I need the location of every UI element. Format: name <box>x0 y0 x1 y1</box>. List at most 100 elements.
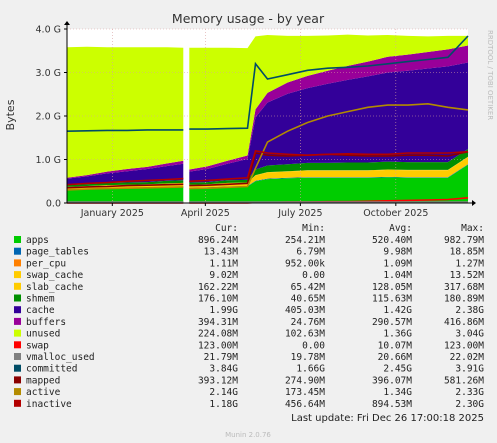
legend-min-slab_cache: 65.42M <box>291 282 326 293</box>
legend-min-unused: 102.63M <box>285 329 325 340</box>
legend-min-inactive: 456.64M <box>285 399 325 410</box>
legend-avg-active: 1.34G <box>383 387 412 398</box>
legend-max-mapped: 581.26M <box>444 375 484 386</box>
legend-label-shmem: shmem <box>26 294 55 305</box>
legend-cur-vmalloc_used: 21.79M <box>204 352 239 363</box>
legend-min-apps: 254.21M <box>285 235 325 246</box>
legend-max-apps: 982.79M <box>444 235 484 246</box>
rrdtool-credit: RRDTOOL / TOBI OETIKER <box>486 30 494 120</box>
y-tick-label: 2.0 G <box>36 112 62 123</box>
munin-version: Munin 2.0.76 <box>225 431 271 439</box>
legend-label-slab_cache: slab_cache <box>26 282 83 293</box>
legend-avg-slab_cache: 128.05M <box>372 282 412 293</box>
legend-swatch-apps <box>14 236 21 243</box>
legend-label-unused: unused <box>26 329 60 340</box>
legend-label-page_tables: page_tables <box>26 247 89 258</box>
legend-min-page_tables: 6.79M <box>296 247 325 258</box>
legend-label-mapped: mapped <box>26 375 60 386</box>
data-gap <box>183 29 190 203</box>
legend-swatch-swap <box>14 341 21 349</box>
x-tick-label: January 2025 <box>80 208 144 219</box>
chart-title: Memory usage - by year <box>172 11 325 26</box>
legend-avg-page_tables: 9.98M <box>383 247 412 258</box>
legend-swatch-cache <box>14 306 21 314</box>
line-inactive <box>66 149 469 186</box>
legend-header-cur: Cur: <box>215 223 238 234</box>
axes: 0.0 1.0 G 2.0 G 3.0 G 4.0 G January 2025 April… <box>36 21 476 219</box>
legend-min-shmem: 40.65M <box>291 294 326 305</box>
legend-max-committed: 3.91G <box>455 364 484 375</box>
legend-label-per_cpu: per_cpu <box>26 258 66 269</box>
legend-label-swap: swap <box>26 340 49 351</box>
legend-cur-shmem: 176.10M <box>198 294 238 305</box>
legend-cur-per_cpu: 1.11M <box>209 258 238 269</box>
legend-label-cache: cache <box>26 305 55 316</box>
legend-swatch-unused <box>14 329 21 337</box>
line-active <box>66 102 469 191</box>
legend-swatch-active <box>14 388 21 396</box>
area-page_tables <box>67 164 468 190</box>
legend-cur-slab_cache: 162.22M <box>198 282 238 293</box>
legend-swatch-slab_cache <box>14 282 21 290</box>
legend-avg-per_cpu: 1.09M <box>383 258 412 269</box>
legend-min-committed: 1.66G <box>296 364 325 375</box>
legend-avg-buffers: 290.57M <box>372 317 412 328</box>
legend-avg-mapped: 396.07M <box>372 375 412 386</box>
y-tick-label: 4.0 G <box>36 25 62 36</box>
legend-label-committed: committed <box>26 364 77 375</box>
y-tick-label: 1.0 G <box>36 155 62 166</box>
legend-label-active: active <box>26 387 61 398</box>
legend-min-swap_cache: 0.00 <box>302 270 325 281</box>
legend-cur-buffers: 394.31M <box>198 317 238 328</box>
y-axis-arrow <box>64 21 70 25</box>
legend-label-apps: apps <box>26 235 49 246</box>
legend-header-avg: Avg: <box>389 223 412 234</box>
legend-max-buffers: 416.86M <box>444 317 484 328</box>
legend-avg-committed: 2.45G <box>383 364 412 375</box>
legend-cur-active: 2.14G <box>209 387 238 398</box>
legend-swatch-swap_cache <box>14 271 21 279</box>
y-axis-label: Bytes <box>4 99 17 130</box>
x-tick-label: April 2025 <box>181 208 230 219</box>
legend-label-vmalloc_used: vmalloc_used <box>26 352 95 363</box>
legend-swatch-buffers <box>14 317 21 325</box>
legend-min-per_cpu: 952.00k <box>285 258 325 269</box>
legend-label-inactive: inactive <box>26 399 72 410</box>
area-unused <box>67 34 468 178</box>
last-update: Last update: Fri Dec 26 17:00:18 2025 <box>291 413 484 424</box>
legend-cur-page_tables: 13.43M <box>204 247 239 258</box>
legend-max-page_tables: 18.85M <box>450 247 485 258</box>
y-tick-label: 0.0 <box>46 199 61 210</box>
legend-cur-swap_cache: 9.02M <box>209 270 238 281</box>
legend-swatch-vmalloc_used <box>14 353 21 360</box>
y-tick-label: 3.0 G <box>36 68 62 79</box>
legend-avg-vmalloc_used: 20.66M <box>378 352 413 363</box>
legend-max-active: 2.33G <box>455 387 484 398</box>
legend-max-swap_cache: 13.52M <box>450 270 485 281</box>
legend-label-buffers: buffers <box>26 317 66 328</box>
legend-avg-inactive: 894.53M <box>372 399 412 410</box>
legend-avg-swap_cache: 1.04M <box>383 270 412 281</box>
legend-swatch-shmem <box>14 294 21 302</box>
legend-cur-inactive: 1.18G <box>209 399 238 410</box>
legend-max-per_cpu: 1.27M <box>455 258 484 269</box>
legend-cur-mapped: 393.12M <box>198 375 238 386</box>
legend-cur-committed: 3.84G <box>209 364 238 375</box>
area-shmem <box>67 149 468 187</box>
legend: Cur: Min: Avg: Max: apps 896.24M 254.21M 520.40… <box>14 223 484 410</box>
legend-avg-apps: 520.40M <box>372 235 412 246</box>
area-slab_cache <box>67 157 468 190</box>
legend-min-buffers: 24.76M <box>291 317 326 328</box>
legend-max-slab_cache: 317.68M <box>444 282 484 293</box>
legend-header-min: Min: <box>302 223 325 234</box>
legend-min-active: 173.45M <box>285 387 325 398</box>
x-tick-label: October 2025 <box>363 208 428 219</box>
area-apps <box>67 164 468 203</box>
legend-min-swap: 0.00 <box>302 340 325 351</box>
legend-min-mapped: 274.90M <box>285 375 325 386</box>
legend-avg-cache: 1.42G <box>383 305 412 316</box>
x-axis-arrow <box>472 200 476 206</box>
legend-max-unused: 3.04G <box>455 329 484 340</box>
legend-swatch-committed <box>14 364 21 372</box>
